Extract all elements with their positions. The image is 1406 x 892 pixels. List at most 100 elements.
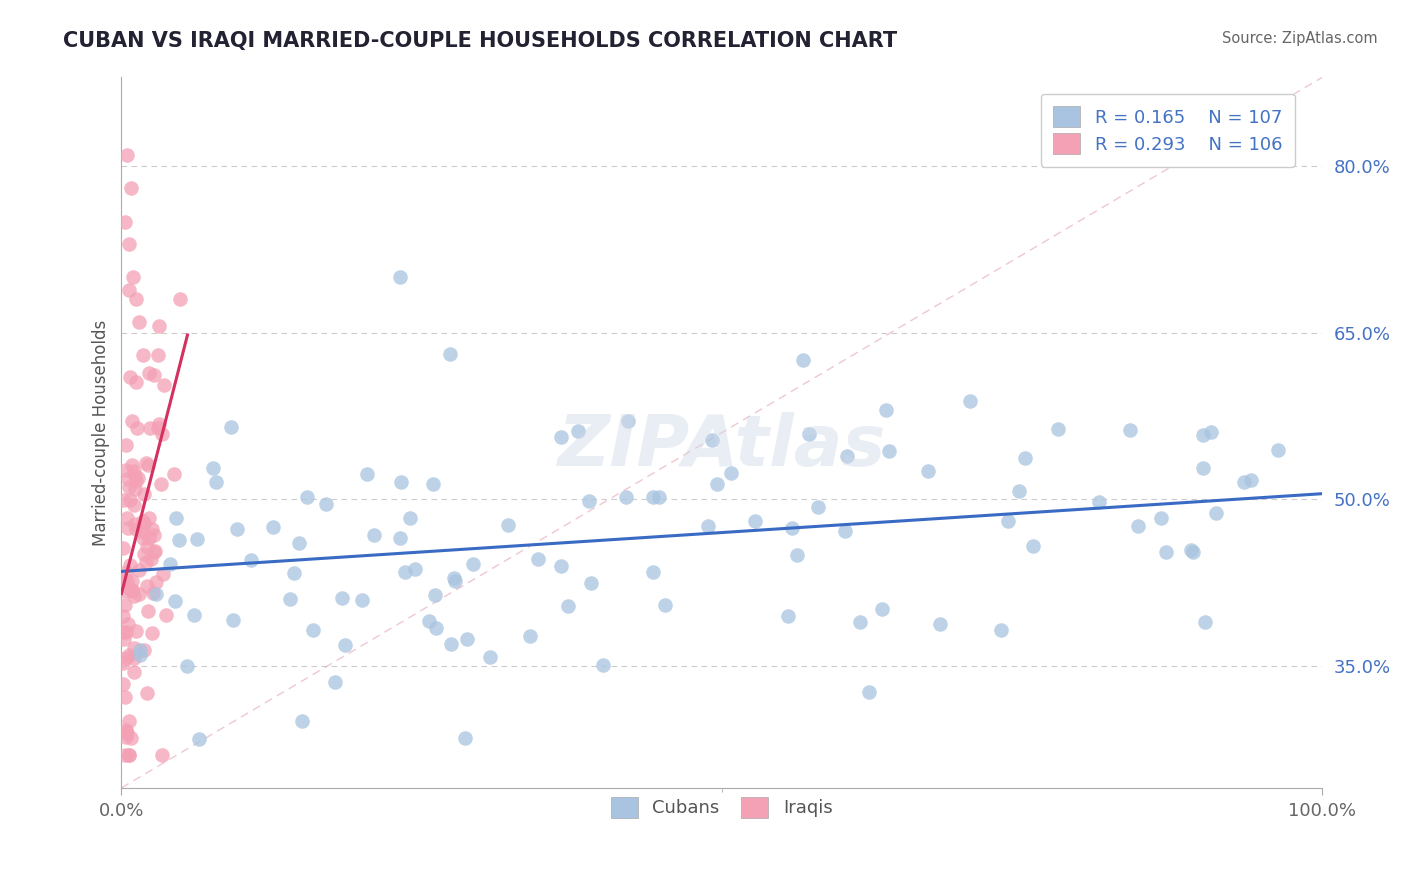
- Point: [1267, 443, 1289, 458]
- Point: [1014, 451, 1036, 466]
- Point: [132, 348, 155, 362]
- Point: [112, 541, 135, 555]
- Point: [169, 292, 191, 306]
- Point: [848, 615, 870, 629]
- Point: [127, 470, 149, 484]
- Point: [128, 562, 150, 576]
- Point: [834, 524, 856, 539]
- Point: [127, 420, 149, 434]
- Point: [183, 608, 205, 623]
- Point: [122, 270, 145, 285]
- Point: [877, 444, 900, 458]
- Point: [291, 714, 314, 729]
- Point: [363, 528, 385, 542]
- Point: [444, 574, 467, 589]
- Point: [149, 477, 172, 491]
- Point: [776, 608, 799, 623]
- Point: [641, 490, 664, 504]
- Point: [283, 566, 305, 581]
- Point: [131, 532, 153, 546]
- Point: [135, 540, 157, 554]
- Point: [167, 533, 190, 548]
- Point: [118, 581, 141, 595]
- Point: [145, 587, 167, 601]
- Point: [176, 658, 198, 673]
- Point: [114, 747, 136, 762]
- Point: [141, 522, 163, 536]
- Point: [439, 347, 461, 361]
- Point: [858, 685, 880, 699]
- Text: Source: ZipAtlas.com: Source: ZipAtlas.com: [1222, 31, 1378, 46]
- Point: [807, 500, 830, 514]
- Point: [135, 579, 157, 593]
- Point: [990, 623, 1012, 637]
- Point: [111, 574, 134, 588]
- Point: [125, 522, 148, 536]
- Point: [138, 531, 160, 545]
- Point: [404, 562, 426, 576]
- Point: [333, 638, 356, 652]
- Point: [136, 686, 159, 700]
- Point: [744, 514, 766, 528]
- Point: [132, 514, 155, 528]
- Point: [124, 469, 146, 483]
- Point: [138, 366, 160, 380]
- Point: [614, 490, 637, 504]
- Point: [870, 602, 893, 616]
- Point: [1191, 427, 1213, 442]
- Point: [557, 599, 579, 613]
- Point: [222, 613, 245, 627]
- Point: [114, 690, 136, 704]
- Point: [117, 148, 139, 162]
- Point: [121, 583, 143, 598]
- Point: [550, 559, 572, 574]
- Point: [114, 215, 136, 229]
- Point: [117, 510, 139, 524]
- Point: [239, 553, 262, 567]
- Point: [118, 747, 141, 762]
- Point: [115, 731, 138, 745]
- Point: [315, 497, 337, 511]
- Point: [125, 293, 148, 307]
- Point: [456, 632, 478, 647]
- Point: [142, 527, 165, 541]
- Point: [128, 315, 150, 329]
- Point: [792, 353, 814, 368]
- Point: [519, 629, 541, 643]
- Point: [159, 557, 181, 571]
- Point: [112, 492, 135, 507]
- Point: [330, 591, 353, 605]
- Point: [295, 490, 318, 504]
- Point: [150, 427, 173, 442]
- Point: [142, 586, 165, 600]
- Point: [122, 651, 145, 665]
- Point: [128, 643, 150, 657]
- Point: [118, 480, 141, 494]
- Point: [114, 583, 136, 598]
- Point: [1180, 543, 1202, 558]
- Point: [139, 551, 162, 566]
- Point: [1046, 421, 1069, 435]
- Point: [114, 598, 136, 612]
- Point: [1191, 460, 1213, 475]
- Point: [1205, 507, 1227, 521]
- Point: [786, 548, 808, 562]
- Point: [398, 511, 420, 525]
- Point: [124, 499, 146, 513]
- Point: [917, 464, 939, 478]
- Point: [1194, 615, 1216, 629]
- Point: [125, 624, 148, 638]
- Y-axis label: Married-couple Households: Married-couple Households: [93, 319, 110, 546]
- Point: [115, 726, 138, 740]
- Legend: Cubans, Iraqis: Cubans, Iraqis: [603, 789, 839, 825]
- Point: [389, 475, 412, 489]
- Point: [165, 594, 187, 608]
- Point: [797, 426, 820, 441]
- Point: [120, 493, 142, 508]
- Point: [720, 466, 742, 480]
- Point: [1128, 518, 1150, 533]
- Point: [124, 665, 146, 679]
- Point: [463, 557, 485, 571]
- Point: [350, 593, 373, 607]
- Point: [120, 181, 142, 195]
